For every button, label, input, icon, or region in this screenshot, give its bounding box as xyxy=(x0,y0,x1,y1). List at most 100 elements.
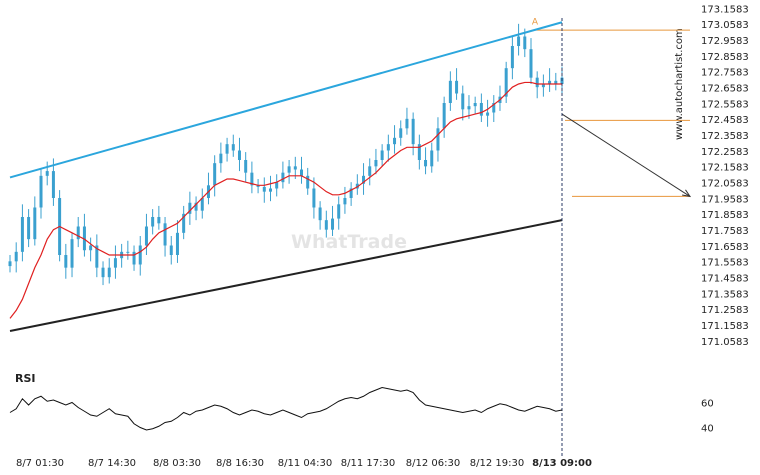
candles xyxy=(8,23,564,286)
candle-body xyxy=(151,217,155,227)
time-axis: 8/7 01:30 8/7 14:30 8/8 03:30 8/8 16:30 8/11… xyxy=(16,458,592,469)
candle-body xyxy=(281,172,285,183)
candle-body xyxy=(337,204,341,219)
candle-body xyxy=(76,226,80,240)
x-tick-label: 8/8 03:30 xyxy=(153,458,201,469)
candle-body xyxy=(200,198,204,211)
candle-body xyxy=(107,267,111,278)
candle-body xyxy=(510,46,514,69)
y-tick-label: 172.3583 xyxy=(701,131,749,142)
forecast-arrow xyxy=(561,113,692,198)
candle-body xyxy=(293,166,297,170)
candle-body xyxy=(51,171,55,198)
rsi-level-label: 40 xyxy=(701,424,714,435)
candle-body xyxy=(417,144,421,160)
candle-body xyxy=(8,261,12,267)
rsi-level-label: 60 xyxy=(701,399,714,410)
candle-body xyxy=(424,160,428,167)
candle-body xyxy=(312,188,316,208)
x-tick-label: 8/12 06:30 xyxy=(406,458,460,469)
candle-body xyxy=(225,144,229,154)
candle-body xyxy=(250,172,254,186)
candle-body xyxy=(411,118,415,145)
x-tick-label: 8/11 04:30 xyxy=(278,458,332,469)
candle-body xyxy=(523,36,527,50)
y-tick-label: 172.6583 xyxy=(701,83,749,94)
candle-body xyxy=(219,153,223,164)
y-tick-label: 171.2583 xyxy=(701,305,749,316)
candle-body xyxy=(473,103,477,107)
candle-body xyxy=(492,103,496,113)
candle-body xyxy=(405,118,409,129)
candle-body xyxy=(318,207,322,221)
candle-body xyxy=(256,185,260,187)
candle-body xyxy=(554,80,558,84)
candle-body xyxy=(89,245,93,251)
candle-body xyxy=(188,202,192,214)
candle-body xyxy=(529,49,533,78)
y-tick-label: 171.1583 xyxy=(701,321,749,332)
candle-body xyxy=(442,103,446,129)
candle-body xyxy=(517,36,521,46)
candle-body xyxy=(436,128,440,151)
candle-body xyxy=(287,166,291,173)
candle-body xyxy=(169,245,173,255)
candle-body xyxy=(157,217,161,224)
y-tick-label: 171.4583 xyxy=(701,273,749,284)
candle-body xyxy=(386,144,390,151)
candle-body xyxy=(504,68,508,97)
candle-body xyxy=(324,220,328,230)
y-tick-label: 172.4583 xyxy=(701,115,749,126)
candle-body xyxy=(132,251,136,265)
candle-body xyxy=(467,106,471,110)
y-tick-label: 172.1583 xyxy=(701,163,749,174)
y-tick-label: 172.0583 xyxy=(701,178,749,189)
y-tick-label: 171.8583 xyxy=(701,210,749,221)
candle-body xyxy=(70,239,74,268)
candle-body xyxy=(393,137,397,145)
x-tick-label: 8/11 17:30 xyxy=(341,458,395,469)
x-tick-label: 8/7 01:30 xyxy=(16,458,64,469)
candle-body xyxy=(461,93,465,110)
candle-body xyxy=(262,186,266,192)
x-tick-label: 8/7 14:30 xyxy=(88,458,136,469)
ma-line xyxy=(9,81,562,319)
upper-channel-line xyxy=(9,21,563,179)
rsi-panel: RSI 60 40 xyxy=(9,372,714,435)
candle-body xyxy=(14,251,18,262)
y-tick-label: 172.7583 xyxy=(701,68,749,79)
candle-body xyxy=(138,245,142,265)
brand-text: www.autochartist.com xyxy=(674,28,685,140)
y-tick-label: 173.0583 xyxy=(701,20,749,31)
rsi-title: RSI xyxy=(15,372,36,385)
candle-body xyxy=(175,232,179,255)
candle-body xyxy=(343,198,347,205)
candle-body xyxy=(237,150,241,160)
y-tick-label: 171.6583 xyxy=(701,242,749,253)
candle-body xyxy=(486,112,490,116)
y-tick-label: 171.0583 xyxy=(701,337,749,348)
candle-body xyxy=(399,128,403,138)
candle-body xyxy=(182,213,186,233)
candle-body xyxy=(535,77,539,88)
candle-body xyxy=(300,169,304,176)
candle-body xyxy=(362,175,366,184)
candle-body xyxy=(231,144,235,151)
candle-body xyxy=(95,245,99,268)
candle-body xyxy=(430,150,434,167)
pattern-label: A xyxy=(532,17,539,27)
candle-body xyxy=(64,255,68,268)
y-tick-label: 172.9583 xyxy=(701,36,749,47)
candle-body xyxy=(275,182,279,189)
candle-body xyxy=(213,163,217,186)
y-tick-label: 171.7583 xyxy=(701,226,749,237)
x-tick-label: 8/13 09:00 xyxy=(532,458,592,469)
price-axis: 173.1583 173.0583 172.9583 172.8583 172.7583… xyxy=(701,4,749,348)
candle-body xyxy=(479,103,483,116)
watermark-text: WhatTrade xyxy=(291,231,407,253)
candle-body xyxy=(368,166,372,176)
moving-average: A xyxy=(9,17,562,319)
channel-lines xyxy=(9,21,563,332)
